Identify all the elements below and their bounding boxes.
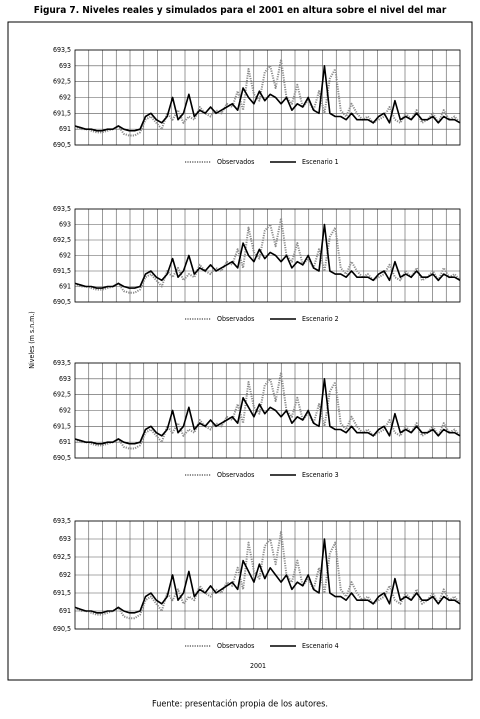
legend-label: Escenario 4 <box>302 642 339 650</box>
y-tick-label: 692,5 <box>53 236 71 244</box>
y-tick-label: 690,5 <box>53 141 71 149</box>
y-tick-label: 691 <box>59 607 71 615</box>
series-line <box>74 538 461 614</box>
legend-label: Escenario 1 <box>302 158 339 166</box>
figure-frame <box>7 21 473 681</box>
y-tick-label: 693,5 <box>53 205 71 213</box>
y-tick-label: 692,5 <box>53 78 71 86</box>
legend-label: Observados <box>217 642 254 650</box>
plot-frame <box>74 208 461 303</box>
y-tick-label: 692 <box>59 94 71 102</box>
y-tick-label: 691 <box>59 438 71 446</box>
y-tick-label: 691,5 <box>53 422 71 430</box>
series-line <box>74 217 461 294</box>
plot-frame <box>74 49 461 146</box>
x-axis-label: 2001 <box>250 662 266 670</box>
y-tick-label: 693,5 <box>53 517 71 525</box>
y-tick-label: 691,5 <box>53 267 71 275</box>
series-line <box>74 58 461 137</box>
source-note: Fuente: presentación propia de los autor… <box>152 699 328 710</box>
y-tick-label: 693,5 <box>53 46 71 54</box>
series-line <box>74 378 461 445</box>
y-tick-label: 693 <box>59 535 71 543</box>
y-tick-label: 692,5 <box>53 553 71 561</box>
y-axis-label: Niveles (m s.n.m.) <box>28 311 36 368</box>
legend-label: Escenario 3 <box>302 471 339 479</box>
legend-label: Observados <box>217 158 254 166</box>
plot-frame <box>74 520 461 630</box>
y-tick-label: 692 <box>59 407 71 415</box>
series-line <box>74 65 461 132</box>
plot-frame <box>74 362 461 459</box>
y-tick-label: 692 <box>59 571 71 579</box>
series-line <box>74 371 461 450</box>
legend-label: Observados <box>217 315 254 323</box>
y-tick-label: 693,5 <box>53 359 71 367</box>
y-tick-label: 691,5 <box>53 589 71 597</box>
figure-title: Figura 7. Niveles reales y simulados par… <box>34 5 447 16</box>
y-tick-label: 693 <box>59 62 71 70</box>
series-line <box>74 223 461 289</box>
legend-label: Observados <box>217 471 254 479</box>
y-tick-label: 691 <box>59 283 71 291</box>
y-tick-label: 692,5 <box>53 391 71 399</box>
y-tick-label: 690,5 <box>53 298 71 306</box>
y-tick-label: 692 <box>59 252 71 260</box>
y-tick-label: 693 <box>59 221 71 229</box>
y-tick-label: 693 <box>59 375 71 383</box>
y-tick-label: 691,5 <box>53 109 71 117</box>
y-tick-label: 691 <box>59 125 71 133</box>
legend-label: Escenario 2 <box>302 315 339 323</box>
y-tick-label: 690,5 <box>53 454 71 462</box>
y-tick-label: 690,5 <box>53 625 71 633</box>
